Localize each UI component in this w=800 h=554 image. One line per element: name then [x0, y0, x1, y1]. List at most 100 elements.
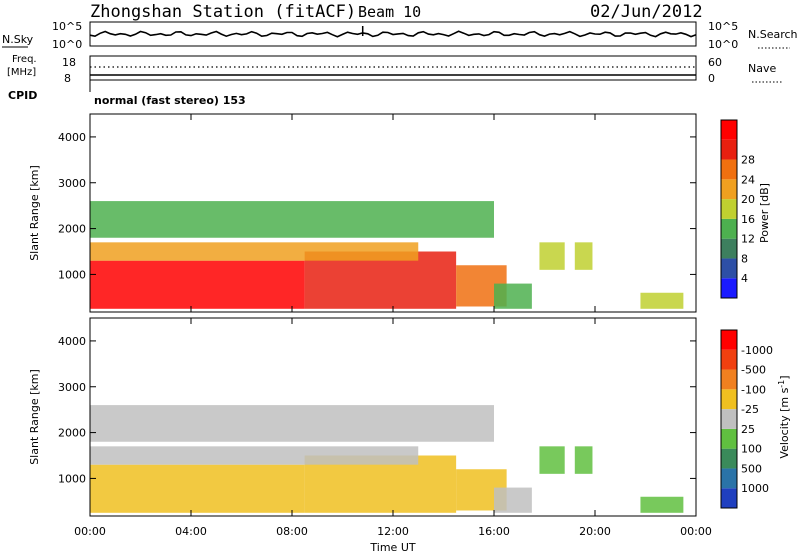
power-colorbar-segment	[721, 238, 737, 259]
noise-right-label: N.Search	[748, 28, 798, 41]
velocity-colorbar-tick: 1000	[741, 482, 769, 495]
noise-left-tick-top: 10^5	[52, 20, 82, 33]
velocity-colorbar-label: Velocity [m s-1]	[777, 375, 791, 458]
date-label: 02/Jun/2012	[590, 2, 703, 22]
velocity-colorbar-segment	[721, 330, 737, 350]
power-colorbar-label: Power [dB]	[758, 183, 771, 243]
velocity-colorbar-tick: -100	[741, 383, 766, 396]
velocity-colorbar-segment	[721, 409, 737, 429]
power-region-6	[539, 242, 565, 270]
power-range-tick-label: 3000	[58, 177, 86, 190]
velocity-colorbar-label-sup: -1	[777, 380, 786, 388]
velocity-colorbar-tick: 500	[741, 462, 762, 475]
nave-tick-bottom: 0	[708, 72, 715, 85]
velocity-colorbar-segment	[721, 468, 737, 489]
time-tick-label: 00:00	[680, 525, 712, 538]
power-range-tick-label: 4000	[58, 131, 86, 144]
time-tick-label: 04:00	[175, 525, 207, 538]
velocity-colorbar-tick: -500	[741, 364, 766, 377]
power-region-1	[304, 251, 457, 309]
power-region-5	[640, 292, 684, 309]
power-colorbar-segment	[721, 218, 737, 239]
velocity-heatmap-cells	[90, 405, 684, 513]
freq-trace	[90, 66, 696, 76]
power-colorbar-tick: 28	[741, 154, 755, 167]
velocity-region-5	[640, 496, 684, 513]
time-tick-label: 12:00	[377, 525, 409, 538]
power-heatmap-cells	[90, 201, 684, 309]
power-colorbar-tick: 8	[741, 252, 748, 265]
time-tick-label: 16:00	[478, 525, 510, 538]
velocity-range-tick-label: 4000	[58, 335, 86, 348]
velocity-colorbar-tick: 25	[741, 423, 755, 436]
power-colorbar-tick: 24	[741, 173, 755, 186]
freq-tick-top: 18	[62, 56, 76, 69]
velocity-region-0	[90, 464, 305, 513]
noise-panel-frame	[89, 21, 697, 47]
velocity-colorbar-label-main: Velocity [m s	[778, 387, 791, 458]
power-colorbar-tick: 16	[741, 213, 755, 226]
velocity-colorbar	[720, 329, 738, 509]
velocity-colorbar-segment	[721, 349, 737, 370]
time-tick-label: 00:00	[74, 525, 106, 538]
velocity-colorbar-segment	[721, 448, 737, 469]
freq-tick-bottom: 8	[64, 72, 71, 85]
velocity-range-axis-label: Slant Range [km]	[28, 369, 41, 465]
power-colorbar-segment	[721, 278, 737, 298]
velocity-colorbar-label-end: ]	[778, 375, 791, 379]
power-colorbar-segment	[721, 120, 737, 140]
velocity-colorbar-tick: -1000	[741, 344, 773, 357]
noise-left-label: N.Sky	[2, 33, 34, 46]
freq-panel-frame	[89, 55, 697, 81]
power-colorbar-segment	[721, 139, 737, 160]
cpid-text: normal (fast stereo) 153	[94, 94, 246, 107]
velocity-region-4	[494, 487, 532, 513]
beam-label: Beam 10	[358, 3, 421, 21]
power-range-axis-label: Slant Range [km]	[28, 165, 41, 261]
power-region-4	[494, 283, 532, 309]
time-axis-ticks: 00:00 04:00 08:00 12:00 16:00 20:00 00:00	[74, 114, 712, 538]
power-range-tick-label: 2000	[58, 223, 86, 236]
power-region-2	[90, 242, 419, 261]
power-colorbar-ticks: 4 8 12 16 20 24 28	[741, 154, 755, 286]
station-title: Zhongshan Station (fitACF)	[90, 2, 356, 22]
velocity-colorbar-segment	[721, 389, 737, 410]
velocity-region-1	[304, 455, 457, 513]
velocity-colorbar-segment	[721, 369, 737, 390]
power-colorbar-tick: 12	[741, 233, 755, 246]
velocity-colorbar-tick: -25	[741, 403, 759, 416]
velocity-region-6	[539, 446, 565, 474]
nave-label: Nave	[748, 62, 776, 75]
power-colorbar-tick: 4	[741, 272, 748, 285]
freq-label: Freq.	[12, 54, 37, 65]
velocity-colorbar-segment	[721, 488, 737, 508]
noise-sky-trace	[89, 26, 697, 38]
power-range-tick-label: 1000	[58, 268, 86, 281]
time-tick-label: 08:00	[276, 525, 308, 538]
velocity-colorbar-tick: 100	[741, 443, 762, 456]
noise-right-tick-top: 10^5	[708, 20, 738, 33]
power-colorbar-segment	[721, 258, 737, 279]
power-colorbar-tick: 20	[741, 193, 755, 206]
power-colorbar-segment	[721, 199, 737, 219]
velocity-region-7	[574, 446, 593, 474]
power-colorbar-frame	[720, 119, 738, 299]
time-tick-label: 20:00	[579, 525, 611, 538]
power-colorbar-segment	[721, 179, 737, 200]
velocity-colorbar-frame	[720, 329, 738, 509]
cpid-label: CPID	[8, 89, 37, 102]
velocity-range-tick-label: 2000	[58, 427, 86, 440]
time-axis-label: Time UT	[369, 541, 415, 554]
power-colorbar	[720, 119, 738, 299]
noise-right-tick-bottom: 10^0	[708, 38, 738, 51]
velocity-region-2	[90, 446, 419, 465]
velocity-colorbar-ticks: 1000 500 100 25 -25 -100 -500 -1000	[741, 344, 773, 495]
power-region-0	[90, 260, 305, 309]
freq-unit-label: [MHz]	[7, 67, 36, 78]
nave-tick-top: 60	[708, 56, 722, 69]
velocity-range-ticks: 1000 2000 3000 4000	[58, 335, 696, 485]
velocity-range-tick-label: 3000	[58, 381, 86, 394]
noise-sky-line	[89, 30, 697, 38]
velocity-range-tick-label: 1000	[58, 472, 86, 485]
